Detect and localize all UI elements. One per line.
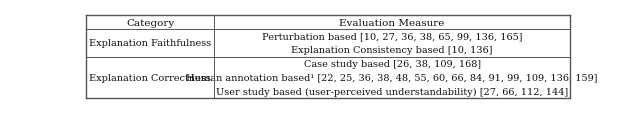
Text: Evaluation Measure: Evaluation Measure xyxy=(339,19,445,27)
Text: Human annotation based¹ [22, 25, 36, 38, 48, 55, 60, 66, 84, 91, 99, 109, 136, 1: Human annotation based¹ [22, 25, 36, 38,… xyxy=(186,73,598,82)
Text: Explanation Consistency based [10, 136]: Explanation Consistency based [10, 136] xyxy=(291,46,493,55)
Text: Category: Category xyxy=(126,19,174,27)
Text: Explanation Correctness: Explanation Correctness xyxy=(89,73,211,82)
Text: Perturbation based [10, 27, 36, 38, 65, 99, 136, 165]: Perturbation based [10, 27, 36, 38, 65, … xyxy=(262,32,522,41)
Text: Explanation Faithfulness: Explanation Faithfulness xyxy=(89,39,211,48)
Text: Case study based [26, 38, 109, 168]: Case study based [26, 38, 109, 168] xyxy=(303,59,481,68)
Text: User study based (user-perceived understandability) [27, 66, 112, 144]: User study based (user-perceived underst… xyxy=(216,87,568,96)
